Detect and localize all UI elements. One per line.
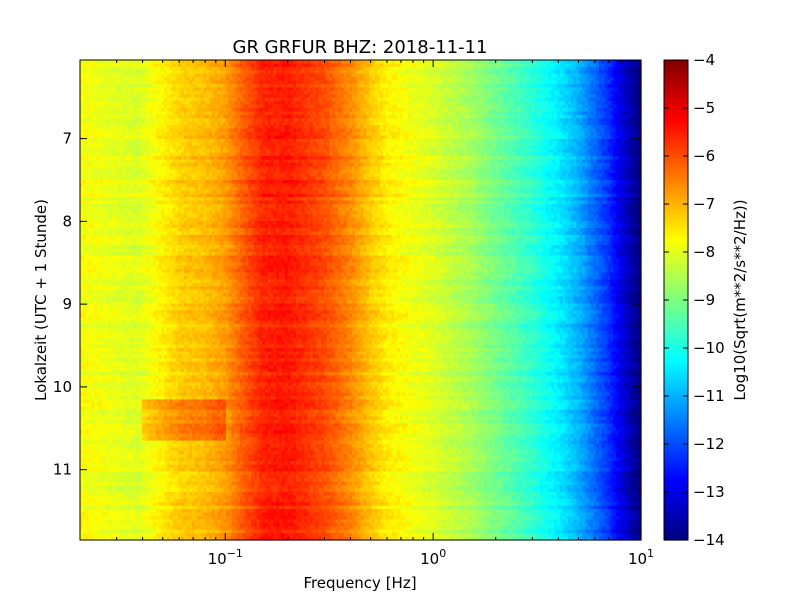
spectrogram-heatmap <box>80 60 642 541</box>
chart-title: GR GRFUR BHZ: 2018-11-11 <box>233 37 488 58</box>
